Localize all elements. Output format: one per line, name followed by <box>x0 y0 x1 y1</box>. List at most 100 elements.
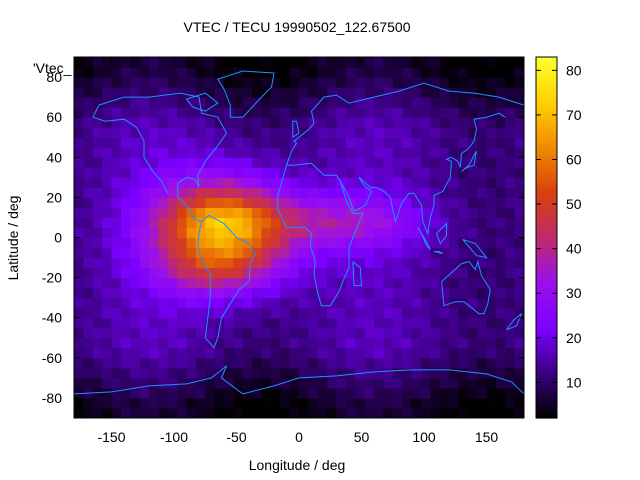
heatmap-cell <box>205 67 216 78</box>
heatmap-cell <box>242 137 253 148</box>
heatmap-cell <box>83 147 94 158</box>
heatmap-cell <box>224 287 234 299</box>
heatmap-cell <box>299 87 309 98</box>
heatmap-cell <box>402 327 413 339</box>
heatmap-cell <box>242 127 253 138</box>
heatmap-cell <box>224 347 234 359</box>
heatmap-cell <box>467 217 478 229</box>
heatmap-cell <box>214 257 225 269</box>
heatmap-cell <box>139 117 150 128</box>
heatmap-cell <box>158 227 169 239</box>
colorbar-segment <box>536 339 557 344</box>
heatmap-cell <box>420 347 431 359</box>
y-tick-label: -60 <box>42 350 62 366</box>
heatmap-cell <box>355 137 366 148</box>
heatmap-cell <box>430 377 441 389</box>
heatmap-cell <box>364 137 375 148</box>
heatmap-cell <box>364 267 375 279</box>
heatmap-cell <box>467 87 478 98</box>
heatmap-cell <box>374 187 384 198</box>
heatmap-cell <box>270 217 281 229</box>
heatmap-cell <box>149 137 159 148</box>
heatmap-cell <box>392 187 403 198</box>
heatmap-cell <box>177 347 188 359</box>
heatmap-cell <box>74 197 84 209</box>
heatmap-cell <box>158 147 169 158</box>
heatmap-cell <box>195 247 206 259</box>
heatmap-cell <box>374 97 384 108</box>
heatmap-cell <box>345 57 356 68</box>
heatmap-cell <box>252 157 263 168</box>
heatmap-cell <box>158 397 169 409</box>
heatmap-cell <box>186 217 197 229</box>
heatmap-cell <box>92 197 103 209</box>
heatmap-cell <box>402 207 413 219</box>
heatmap-cell <box>158 237 169 249</box>
colorbar-segment <box>536 243 557 248</box>
heatmap-cell <box>420 267 431 279</box>
heatmap-cell <box>308 67 319 78</box>
heatmap-cell <box>383 267 394 279</box>
heatmap-cell <box>477 277 488 289</box>
colorbar-segment <box>536 114 557 118</box>
colorbar-segment <box>536 192 557 196</box>
heatmap-cell <box>233 377 244 389</box>
heatmap-cell <box>458 337 469 349</box>
heatmap-cell <box>195 107 206 118</box>
heatmap-cell <box>420 127 431 138</box>
heatmap-cell <box>261 187 272 198</box>
colorbar-segment <box>536 273 557 278</box>
heatmap-cell <box>486 117 497 128</box>
heatmap-cell <box>486 307 497 319</box>
heatmap-cell <box>158 107 169 118</box>
coastline <box>92 116 169 194</box>
heatmap-cell <box>420 297 431 309</box>
heatmap-cell <box>514 197 524 209</box>
colorbar-segment <box>536 327 557 332</box>
heatmap-cell <box>449 127 459 138</box>
heatmap-cell <box>233 207 244 219</box>
heatmap-cell <box>195 157 206 168</box>
heatmap-cell <box>280 307 291 319</box>
heatmap-cell <box>233 267 244 279</box>
heatmap-cell <box>345 357 356 369</box>
heatmap-cell <box>364 87 375 98</box>
heatmap-cell <box>486 77 497 88</box>
heatmap-cell <box>83 207 94 219</box>
colorbar-segment <box>536 366 557 371</box>
heatmap-cell <box>261 107 272 118</box>
heatmap-cell <box>149 177 159 188</box>
heatmap-cell <box>261 257 272 269</box>
heatmap-cell <box>374 87 384 98</box>
heatmap-cell <box>270 87 281 98</box>
heatmap-cell <box>186 337 197 349</box>
heatmap-cell <box>233 147 244 158</box>
heatmap-cell <box>308 257 319 269</box>
heatmap-cell <box>214 377 225 389</box>
heatmap-cell <box>364 227 375 239</box>
heatmap-cell <box>374 57 384 68</box>
heatmap-cell <box>158 247 169 259</box>
heatmap-cell <box>449 307 459 319</box>
colorbar-segment <box>536 207 557 212</box>
heatmap-cell <box>224 247 234 259</box>
heatmap-cell <box>167 387 178 399</box>
heatmap-cell <box>102 367 113 379</box>
heatmap-cell <box>364 207 375 219</box>
heatmap-cell <box>317 87 328 98</box>
heatmap-cell <box>336 407 347 418</box>
colorbar-segment <box>536 312 557 317</box>
heatmap-cell <box>486 167 497 178</box>
heatmap-cell <box>495 297 506 309</box>
heatmap-cell <box>458 227 469 239</box>
heatmap-cell <box>92 407 103 418</box>
heatmap-cell <box>364 97 375 108</box>
heatmap-cell <box>495 257 506 269</box>
heatmap-cell <box>317 187 328 198</box>
heatmap-cell <box>158 157 169 168</box>
x-axis-ticks: -150 -100 -50 0 50 100 150 <box>97 57 498 445</box>
heatmap-cell <box>327 367 338 379</box>
heatmap-cell <box>430 87 441 98</box>
colorbar-segment <box>536 132 557 136</box>
heatmap-cell <box>242 327 253 339</box>
